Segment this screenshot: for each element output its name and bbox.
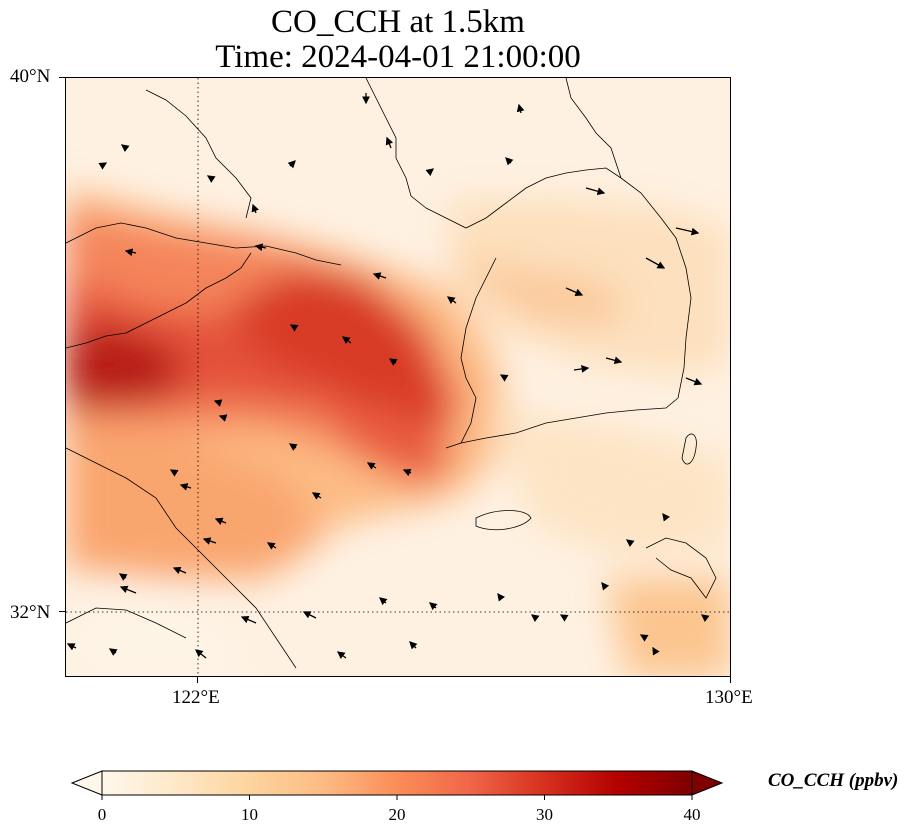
- wind-vector-arrow: [497, 592, 506, 602]
- wind-vector-arrow: [240, 615, 257, 624]
- colorbar-extend-max: [691, 770, 724, 796]
- wind-vector-arrow: [119, 585, 137, 594]
- wind-vector-arrow: [559, 614, 569, 622]
- wind-vector-arrow: [409, 641, 418, 650]
- wind-vector-arrow: [202, 537, 217, 545]
- lat-label-north: 40°N: [10, 66, 51, 87]
- wind-vector-arrow: [214, 517, 227, 526]
- wind-vector-arrow: [685, 377, 703, 386]
- wind-vector-arrow: [302, 611, 317, 619]
- gridlines: [66, 78, 730, 676]
- lon-tick-east: [730, 677, 731, 683]
- wind-vector-field: [66, 93, 710, 660]
- wind-vector-arrow: [605, 356, 623, 365]
- wind-vector-arrow: [446, 296, 457, 305]
- lon-label-east: 130°E: [705, 687, 753, 708]
- wind-vector-arrow: [218, 414, 228, 422]
- colorbar-tick-label: 30: [536, 805, 553, 824]
- wind-vector-arrow: [336, 651, 347, 660]
- wind-vector-arrow: [169, 469, 179, 477]
- wind-vector-arrow: [251, 203, 259, 214]
- wind-vector-arrow: [172, 566, 187, 575]
- wind-vector-arrow: [429, 602, 438, 611]
- map-title-line2: Time: 2024-04-01 21:00:00: [215, 39, 581, 75]
- co-concentration-map: [66, 78, 730, 676]
- map-title-line1: CO_CCH at 1.5km: [271, 4, 525, 40]
- colorbar-tick-label: 40: [683, 805, 701, 824]
- wind-vector-arrow: [645, 257, 666, 269]
- wind-vector-arrow: [675, 227, 700, 236]
- wind-vector-arrow: [341, 336, 352, 345]
- colorbar-title: CO_CCH (ppbv): [768, 770, 899, 791]
- map-plot-area: [65, 77, 731, 677]
- colorbar-tick-label: 0: [97, 805, 107, 824]
- colorbar-extend-min: [70, 770, 103, 796]
- wind-vector-arrow: [652, 646, 660, 656]
- wind-vector-arrow: [385, 136, 394, 149]
- wind-vector-arrow: [499, 374, 509, 382]
- wind-vector-arrow: [179, 483, 192, 491]
- wind-vector-arrow: [98, 162, 108, 170]
- wind-vector-arrow: [639, 634, 649, 642]
- wind-vector-arrow: [213, 399, 223, 407]
- wind-vector-arrow: [565, 287, 584, 296]
- wind-vector-arrow: [372, 272, 387, 280]
- wind-vector-arrow: [425, 168, 435, 177]
- wind-vector-arrow: [254, 243, 267, 252]
- wind-vector-arrow: [366, 462, 377, 470]
- wind-vector-arrow: [287, 160, 296, 169]
- wind-vector-arrow: [573, 365, 590, 373]
- wind-vector-arrow: [530, 614, 540, 623]
- coastline: [66, 78, 717, 669]
- colorbar-gradient: [101, 770, 693, 796]
- wind-vector-arrow: [194, 649, 207, 659]
- wind-vector-arrow: [662, 512, 671, 522]
- wind-vector-arrow: [601, 581, 610, 591]
- wind-vector-arrow: [289, 324, 299, 332]
- wind-vector-arrow: [625, 539, 635, 548]
- wind-vector-arrow: [700, 614, 710, 623]
- wind-vector-arrow: [505, 157, 514, 166]
- lat-tick-north: [59, 77, 65, 78]
- wind-vector-arrow: [124, 248, 137, 257]
- wind-vector-arrow: [118, 573, 128, 581]
- wind-vector-arrow: [108, 648, 118, 656]
- lon-label-west: 122°E: [172, 687, 220, 708]
- lat-label-south: 32°N: [10, 602, 51, 623]
- lon-tick-west: [197, 677, 198, 683]
- wind-vector-arrow: [311, 492, 322, 500]
- wind-vector-arrow: [379, 597, 388, 606]
- lat-tick-south: [59, 611, 65, 612]
- colorbar-ticks: [101, 795, 693, 800]
- wind-vector-arrow: [266, 542, 277, 550]
- wind-vector-arrow: [288, 443, 298, 451]
- wind-vector-arrow: [402, 468, 412, 477]
- wind-vector-arrow: [66, 643, 77, 651]
- wind-vector-arrow: [206, 175, 216, 183]
- wind-vector-arrow: [585, 187, 606, 196]
- wind-vector-arrow: [388, 358, 398, 366]
- colorbar-tick-label: 10: [241, 805, 258, 824]
- wind-vector-arrow: [516, 103, 525, 114]
- wind-vector-arrow: [120, 144, 130, 153]
- co-plume-field: [66, 188, 730, 676]
- colorbar-tick-label: 20: [388, 805, 406, 824]
